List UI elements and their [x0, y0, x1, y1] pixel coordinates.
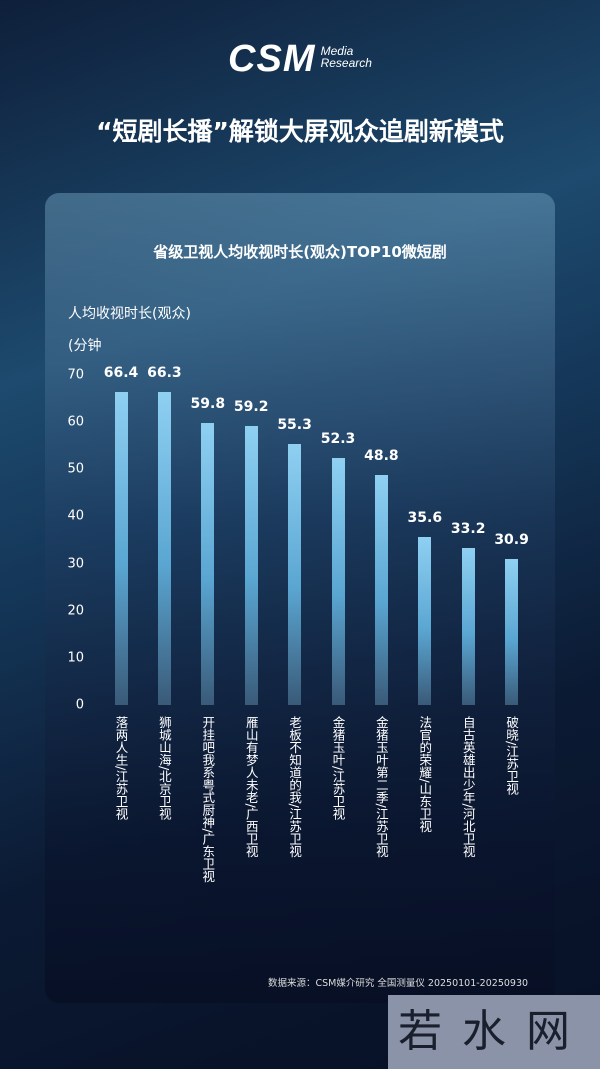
data-label: 35.6 [407, 510, 443, 527]
logo-line1: Media [320, 44, 354, 58]
y-tick-label: 20 [67, 603, 84, 619]
bar [374, 474, 388, 705]
y-tick-label: 30 [67, 556, 84, 572]
bar [418, 537, 432, 705]
data-label: 59.8 [190, 396, 226, 413]
bar [157, 392, 171, 705]
x-tick-label: 破晓/江苏卫视 [504, 716, 520, 796]
logo-line2: Research [320, 56, 372, 70]
data-label: 52.3 [320, 431, 356, 448]
x-tick-label: 金猪玉叶/江苏卫视 [330, 716, 346, 821]
x-tick-label: 狮城山海/北京卫视 [156, 716, 172, 821]
x-tick-label: 自古英雄出少年/河北卫视 [460, 716, 476, 858]
bar [461, 548, 475, 705]
y-tick-label: 0 [75, 697, 84, 713]
x-tick-label: 老板不知道的我/江苏卫视 [287, 716, 303, 858]
logo-subtitle: Media Research [321, 45, 372, 69]
bar [114, 391, 128, 705]
y-tick-label: 40 [67, 508, 84, 524]
watermark: 若水网 [388, 995, 600, 1069]
headline: “短剧长播”解锁大屏观众追剧新模式 [96, 117, 504, 146]
chart-title: 省级卫视人均收视时长(观众)TOP10微短剧 [153, 243, 447, 261]
logo-brand: CSM [228, 38, 316, 80]
bar [201, 423, 215, 705]
data-label: 30.9 [494, 532, 529, 549]
y-axis-unit: (分钟 [68, 338, 102, 354]
y-tick-label: 70 [67, 367, 84, 383]
data-label: 48.8 [364, 447, 399, 464]
x-tick-label: 金猪玉叶第二季/江苏卫视 [373, 716, 389, 858]
data-label: 59.2 [233, 398, 269, 415]
x-tick-label: 雁山有梦人未老/广西卫视 [243, 716, 259, 858]
y-tick-label: 60 [67, 414, 84, 430]
data-label: 55.3 [277, 417, 312, 434]
csm-logo: CSM Media Research [0, 38, 600, 81]
x-tick-label: 法官的荣耀/山东卫视 [417, 716, 433, 833]
bar [331, 458, 345, 705]
data-label: 66.4 [103, 364, 139, 381]
y-axis-label: 人均收视时长(观众) [68, 306, 191, 322]
x-tick-label: 开挂吧我系粤式厨神/广东卫视 [200, 716, 216, 883]
data-label: 33.2 [450, 521, 486, 538]
y-tick-label: 50 [67, 461, 84, 477]
x-tick-label: 落两人生/江苏卫视 [113, 716, 129, 821]
bar [244, 425, 258, 705]
data-source: 数据来源：CSM媒介研究 全国测量仪 20250101-20250930 [268, 978, 529, 989]
bar [288, 444, 302, 705]
bar [505, 559, 519, 705]
y-tick-label: 10 [67, 650, 84, 666]
data-label: 66.3 [147, 365, 182, 382]
